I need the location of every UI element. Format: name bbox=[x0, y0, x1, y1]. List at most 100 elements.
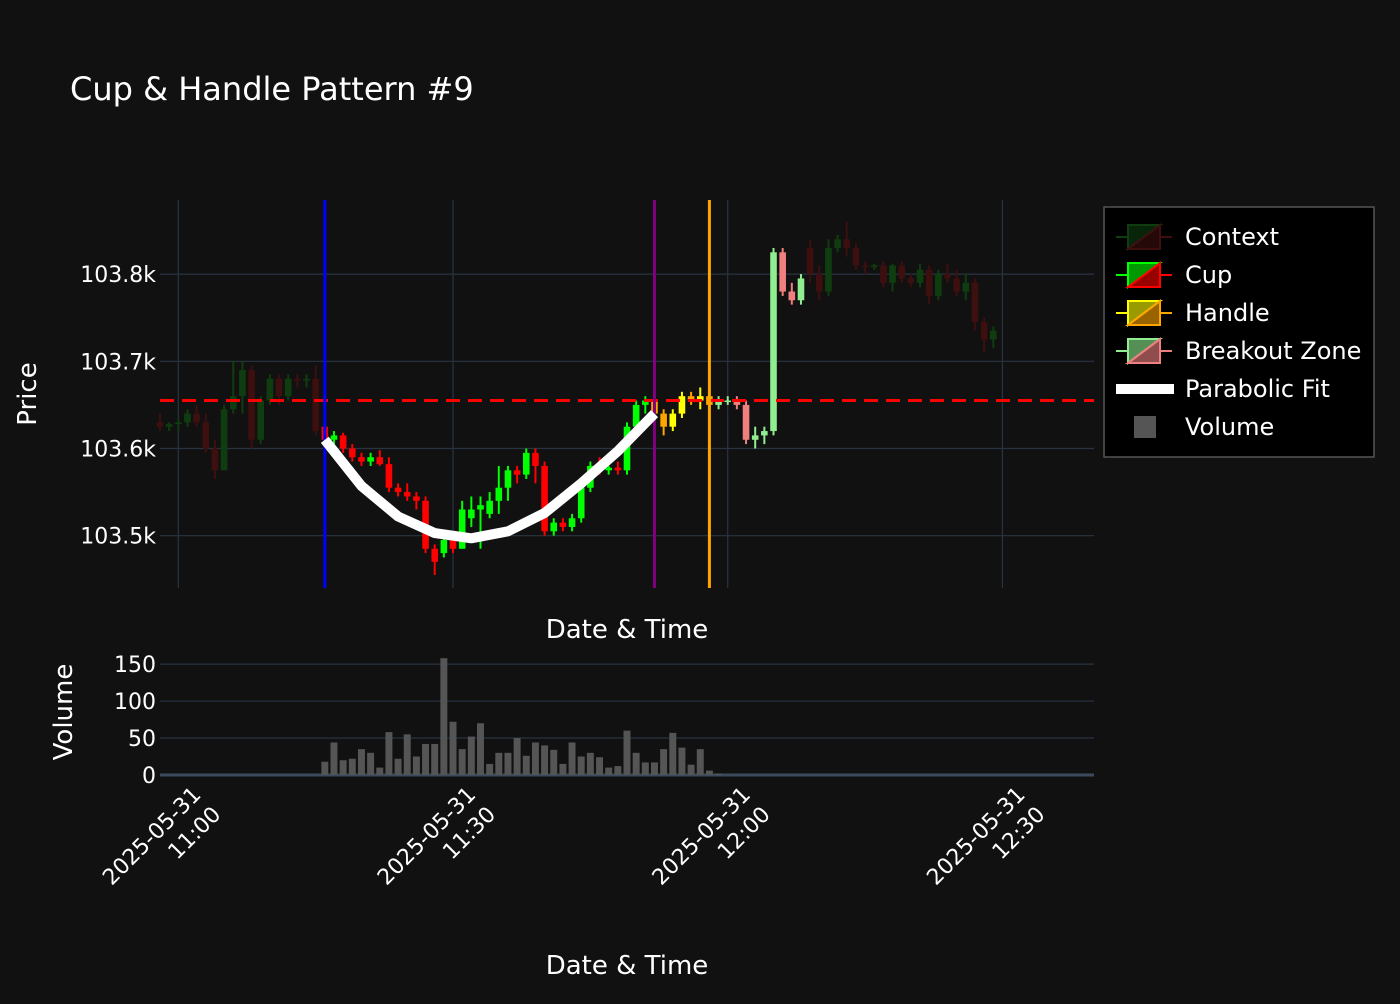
candle-cup bbox=[568, 513, 576, 532]
candle-context bbox=[925, 265, 933, 305]
candle-breakout-zone bbox=[770, 247, 777, 436]
volume-bar bbox=[458, 749, 466, 775]
candle-cup bbox=[339, 432, 347, 453]
candle-body bbox=[403, 492, 411, 497]
candle-cup bbox=[495, 465, 503, 514]
candle-body bbox=[248, 370, 255, 440]
candle-body bbox=[156, 422, 164, 427]
volume-bar bbox=[522, 755, 530, 775]
candle-context bbox=[980, 317, 988, 353]
candle-context bbox=[843, 221, 851, 257]
candle-body bbox=[770, 252, 777, 432]
legend-item-breakout-zone[interactable]: Breakout Zone bbox=[1116, 337, 1361, 365]
candle-body bbox=[898, 265, 906, 279]
candle-context bbox=[889, 263, 896, 292]
candle-cup bbox=[550, 518, 558, 536]
volume-y-axis-label: Volume bbox=[49, 664, 79, 761]
candle-cup bbox=[431, 544, 439, 575]
candle-context bbox=[257, 396, 265, 445]
candle-body bbox=[733, 400, 741, 405]
candle-body bbox=[413, 496, 420, 501]
legend-swatch-down bbox=[1125, 261, 1161, 288]
candle-body bbox=[385, 464, 393, 488]
candle-body bbox=[458, 509, 466, 549]
legend-item-parabolic-fit[interactable]: Parabolic Fit bbox=[1116, 375, 1330, 403]
candle-body bbox=[339, 435, 347, 449]
volume-bar bbox=[632, 752, 640, 775]
legend-item-handle[interactable]: Handle bbox=[1116, 299, 1270, 327]
legend-label: Breakout Zone bbox=[1185, 337, 1361, 365]
candle-body bbox=[577, 487, 585, 519]
volume-bar bbox=[467, 736, 475, 775]
volume-bar bbox=[504, 752, 512, 775]
candle-body bbox=[834, 239, 841, 248]
volume-bar bbox=[486, 763, 494, 775]
volume-bar bbox=[641, 762, 649, 775]
candle-breakout-zone bbox=[715, 396, 722, 410]
volume-bar bbox=[577, 756, 585, 775]
price-y-ticks: 103.5k 103.6k 103.7k 103.8k bbox=[80, 263, 156, 550]
volume-bar bbox=[403, 734, 411, 775]
legend-item-context[interactable]: Context bbox=[1116, 223, 1279, 251]
legend-item-volume[interactable]: Volume bbox=[1134, 413, 1274, 441]
volume-bar bbox=[394, 758, 402, 775]
candle-cup bbox=[468, 496, 475, 527]
candle-body bbox=[303, 378, 310, 381]
candle-body bbox=[669, 413, 677, 427]
candle-body bbox=[660, 413, 667, 427]
candle-context bbox=[834, 234, 841, 253]
legend-label: Context bbox=[1185, 223, 1279, 251]
candle-body bbox=[916, 269, 924, 283]
candle-body bbox=[980, 322, 988, 340]
candle-body bbox=[211, 448, 219, 471]
candle-handle bbox=[660, 409, 667, 436]
candle-context bbox=[907, 274, 915, 288]
volume-bar bbox=[715, 773, 723, 775]
candle-body bbox=[788, 291, 796, 301]
candle-context bbox=[202, 413, 210, 453]
legend-label: Volume bbox=[1185, 413, 1274, 441]
candle-body bbox=[962, 282, 970, 292]
candle-body bbox=[239, 370, 246, 397]
candle-body bbox=[193, 413, 200, 423]
candle-context bbox=[971, 278, 979, 331]
volume-y-tick-label: 150 bbox=[114, 653, 156, 678]
candle-handle bbox=[687, 391, 695, 405]
candle-body bbox=[761, 431, 768, 436]
candle-body bbox=[925, 269, 933, 296]
volume-bar bbox=[412, 756, 420, 775]
volume-y-tick-label: 50 bbox=[128, 727, 156, 752]
candle-body bbox=[605, 467, 612, 471]
legend-item-cup[interactable]: Cup bbox=[1116, 261, 1232, 289]
candle-body bbox=[550, 522, 558, 532]
candle-body bbox=[348, 448, 356, 458]
candle-breakout-zone bbox=[779, 247, 786, 296]
chart-title: Cup & Handle Pattern #9 bbox=[70, 70, 474, 108]
legend-label: Parabolic Fit bbox=[1185, 375, 1330, 403]
candle-body bbox=[678, 396, 686, 414]
volume-bar bbox=[321, 761, 329, 775]
overlays-layer bbox=[160, 200, 1094, 588]
candle-cup bbox=[413, 492, 420, 510]
legend[interactable]: Context Cup Handle Breakout Zone Parabolic F… bbox=[1103, 206, 1375, 458]
volume-bar bbox=[339, 760, 347, 775]
candle-context bbox=[880, 261, 887, 288]
candle-body bbox=[815, 274, 823, 292]
volume-bar bbox=[596, 757, 604, 775]
candle-body bbox=[870, 265, 878, 268]
legend-swatch-down bbox=[1125, 337, 1161, 364]
volume-bar bbox=[385, 732, 393, 775]
candle-breakout-zone bbox=[733, 396, 741, 410]
candle-cup bbox=[504, 465, 512, 501]
candle-body bbox=[907, 278, 915, 283]
candle-breakout-zone bbox=[724, 396, 732, 405]
price-x-axis-label: Date & Time bbox=[546, 615, 709, 645]
legend-swatch-bar bbox=[1134, 416, 1156, 438]
candle-body bbox=[944, 274, 951, 279]
volume-bar bbox=[422, 743, 430, 775]
volume-bar bbox=[568, 742, 576, 775]
candle-breakout-zone bbox=[788, 282, 796, 305]
candle-body bbox=[513, 470, 521, 475]
